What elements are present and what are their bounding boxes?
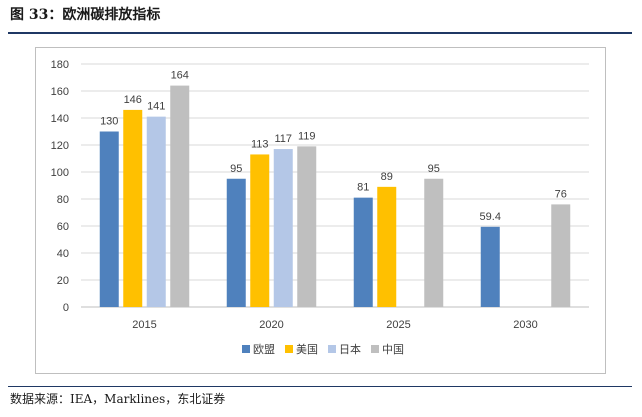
y-tick-label: 0 [63, 302, 69, 314]
bar [480, 226, 500, 307]
y-tick-label: 120 [51, 140, 69, 152]
bar [273, 149, 293, 307]
x-tick-label: 2020 [259, 319, 283, 331]
y-tick-label: 20 [57, 275, 69, 287]
data-label: 141 [147, 101, 165, 113]
bar [353, 197, 373, 307]
figure-title: 图 33：欧洲碳排放指标 [10, 7, 161, 23]
data-label: 164 [171, 70, 189, 82]
y-tick-label: 160 [51, 86, 69, 98]
data-label: 81 [357, 182, 369, 194]
y-tick-label: 60 [57, 221, 69, 233]
data-label: 146 [124, 94, 142, 106]
chart-frame: 0 20 40 60 80 100 120 140 160 180 130 146 141 164 2015… [35, 47, 606, 374]
y-tick-label: 40 [57, 248, 69, 260]
data-label: 113 [251, 138, 269, 150]
data-label: 130 [100, 116, 118, 128]
bar [123, 109, 143, 308]
legend-swatch [285, 345, 293, 353]
bar [424, 178, 444, 307]
legend-swatch [371, 345, 379, 353]
y-tick-label: 180 [51, 59, 69, 71]
bar [551, 204, 571, 307]
y-tick-label: 100 [51, 167, 69, 179]
data-label: 76 [555, 188, 567, 200]
data-label: 95 [428, 163, 440, 175]
data-label: 89 [381, 171, 393, 183]
source-divider [8, 386, 632, 387]
legend-label: 日本 [339, 342, 361, 356]
legend-swatch [328, 345, 336, 353]
data-label: 119 [298, 130, 316, 142]
source-note: 数据来源：IEA，Marklines，东北证券 [10, 392, 226, 406]
y-tick-label: 140 [51, 113, 69, 125]
data-label: 59.4 [480, 211, 501, 223]
legend-label: 中国 [382, 343, 404, 356]
x-tick-label: 2030 [513, 319, 537, 331]
legend-swatch [242, 345, 250, 353]
bar [99, 131, 119, 307]
bar-chart: 0 20 40 60 80 100 120 140 160 180 130 146 141 164 2015… [51, 59, 589, 356]
data-label: 95 [230, 163, 242, 175]
legend-label: 欧盟 [253, 343, 275, 356]
title-divider [8, 32, 632, 34]
bar [250, 154, 270, 307]
bar [297, 146, 317, 307]
bar [377, 186, 397, 307]
data-label: 117 [274, 133, 292, 145]
bar [146, 116, 166, 308]
x-tick-label: 2015 [132, 319, 156, 331]
x-tick-label: 2025 [386, 319, 410, 331]
bar [170, 85, 190, 307]
legend-label: 美国 [296, 343, 318, 356]
y-tick-label: 80 [57, 194, 69, 206]
bar [226, 178, 246, 307]
